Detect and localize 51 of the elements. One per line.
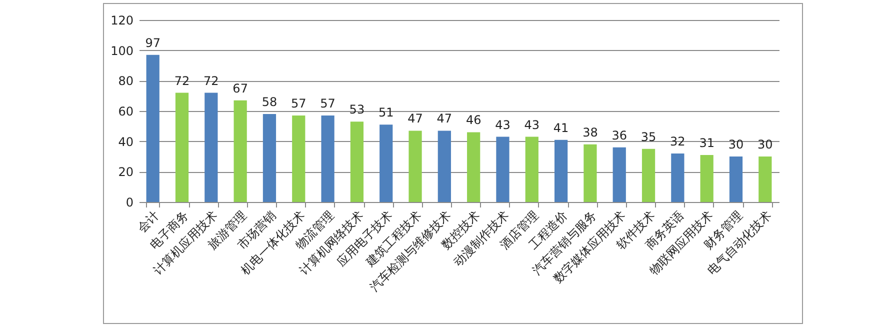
bar xyxy=(584,144,597,202)
data-label: 30 xyxy=(728,138,744,152)
bar xyxy=(438,130,451,202)
data-label: 30 xyxy=(758,138,773,152)
data-label: 47 xyxy=(408,112,423,126)
bar xyxy=(408,130,422,202)
bar xyxy=(612,147,626,202)
data-label: 31 xyxy=(699,136,714,150)
data-label: 58 xyxy=(262,95,278,110)
data-label: 43 xyxy=(524,118,540,132)
bar xyxy=(350,122,364,202)
data-label: 38 xyxy=(582,125,598,140)
data-label: 43 xyxy=(495,118,510,132)
y-tick-label: 100 xyxy=(110,44,134,58)
bar xyxy=(554,140,568,202)
bar xyxy=(292,116,306,202)
bar xyxy=(321,116,334,202)
bar xyxy=(671,153,684,202)
data-label: 97 xyxy=(145,36,160,50)
bar xyxy=(204,92,218,202)
y-tick-label: 0 xyxy=(126,196,134,210)
bar xyxy=(758,156,772,202)
data-label: 36 xyxy=(612,128,628,142)
data-label: 32 xyxy=(670,134,686,148)
y-tick-label: 80 xyxy=(118,74,134,88)
bar xyxy=(642,148,656,202)
data-label: 57 xyxy=(320,96,336,111)
data-label: 67 xyxy=(232,81,248,96)
bar xyxy=(729,156,743,202)
data-label: 72 xyxy=(174,74,190,88)
bar xyxy=(262,114,276,202)
bar xyxy=(525,136,538,202)
data-label: 41 xyxy=(553,120,569,135)
y-tick-label: 20 xyxy=(118,165,134,180)
data-label: 35 xyxy=(640,130,656,144)
bar xyxy=(467,132,480,202)
data-label: 46 xyxy=(466,113,482,128)
data-label: 72 xyxy=(204,74,219,88)
y-tick-label: 40 xyxy=(118,134,134,149)
data-label: 53 xyxy=(349,102,365,117)
bar xyxy=(496,136,510,202)
bar xyxy=(234,100,247,202)
bar xyxy=(146,54,160,202)
bar xyxy=(175,92,189,202)
data-label: 51 xyxy=(378,106,394,120)
data-label: 47 xyxy=(436,112,452,126)
y-tick-label: 120 xyxy=(110,14,134,28)
y-tick-label: 60 xyxy=(118,104,134,118)
bar xyxy=(700,154,714,202)
data-label: 57 xyxy=(290,96,306,111)
bar xyxy=(380,124,393,202)
